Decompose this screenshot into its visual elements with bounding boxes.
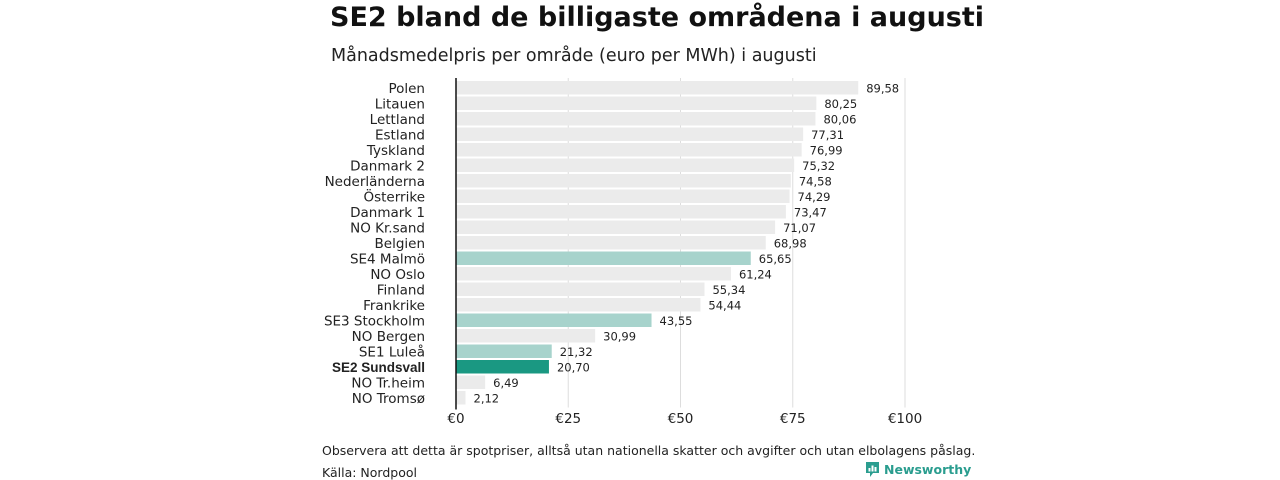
value-label: 76,99: [810, 143, 843, 157]
bar: [456, 96, 817, 110]
source-label: Källa: Nordpool: [322, 465, 417, 480]
x-tick-label: €100: [888, 411, 922, 427]
chart-subtitle: Månadsmedelpris per område (euro per MWh…: [331, 46, 817, 66]
bar: [456, 220, 776, 234]
bar: [456, 158, 795, 172]
bar: [456, 360, 549, 374]
bar: [456, 329, 596, 343]
category-label: Danmark 2: [350, 158, 425, 174]
brand-logo: Newsworthy: [866, 462, 971, 477]
category-label: SE2 Sundsvall: [332, 360, 425, 375]
bar: [456, 81, 859, 95]
category-label: NO Bergen: [352, 329, 425, 345]
bar: [456, 375, 486, 389]
bar: [456, 298, 701, 312]
category-labels: PolenLitauenLettlandEstlandTysklandDanma…: [324, 81, 425, 407]
bar: [456, 236, 766, 250]
category-label: Nederländerna: [325, 174, 425, 190]
x-tick-label: €75: [780, 411, 806, 427]
value-label: 54,44: [708, 298, 741, 312]
bar: [456, 391, 466, 405]
x-tick-label: €0: [447, 411, 464, 427]
category-label: NO Oslo: [370, 267, 425, 283]
category-label: Tyskland: [366, 143, 425, 159]
category-label: Danmark 1: [350, 205, 425, 221]
bar: [456, 251, 751, 265]
value-label: 68,98: [774, 236, 807, 250]
category-label: Frankrike: [363, 298, 425, 314]
value-label: 74,29: [798, 190, 831, 204]
bar: [456, 174, 791, 188]
category-label: SE1 Luleå: [359, 343, 425, 360]
category-label: SE4 Malmö: [350, 251, 425, 267]
value-label: 43,55: [660, 314, 693, 328]
value-label: 80,06: [823, 112, 856, 126]
value-label: 2,12: [474, 391, 500, 405]
category-label: Litauen: [375, 96, 425, 112]
value-label: 30,99: [603, 329, 636, 343]
category-label: Finland: [377, 282, 425, 298]
value-label: 61,24: [739, 267, 772, 281]
category-label: Lettland: [370, 112, 425, 128]
category-label: SE3 Stockholm: [324, 313, 425, 329]
value-label: 55,34: [712, 283, 745, 297]
value-label: 20,70: [557, 360, 590, 374]
bar: [456, 112, 816, 126]
bar: [456, 205, 786, 219]
category-label: Estland: [375, 127, 425, 143]
chart-title: SE2 bland de billigaste områdena i augus…: [330, 2, 985, 33]
brand-name: Newsworthy: [884, 462, 972, 477]
bar: [456, 313, 652, 327]
x-tick-label: €50: [668, 411, 694, 427]
value-label: 6,49: [493, 376, 519, 390]
value-label: 65,65: [759, 252, 792, 266]
category-label: Polen: [388, 81, 425, 97]
x-tick-label: €25: [555, 411, 581, 427]
value-label: 80,25: [824, 97, 857, 111]
bar-chart: PolenLitauenLettlandEstlandTysklandDanma…: [324, 78, 922, 427]
bar: [456, 344, 552, 358]
value-label: 77,31: [811, 128, 844, 142]
value-label: 74,58: [799, 174, 832, 188]
value-label: 73,47: [794, 205, 827, 219]
bar: [456, 267, 731, 281]
bar-chart-logo-icon: [866, 462, 879, 477]
bar: [456, 127, 804, 141]
value-label: 21,32: [560, 345, 593, 359]
bar: [456, 189, 790, 203]
category-label: NO Tr.heim: [351, 375, 425, 391]
x-axis-ticks: €0 €25 €50 €75 €100: [447, 411, 922, 427]
category-label: Österrike: [363, 187, 425, 205]
bars: [456, 81, 859, 405]
bar: [456, 282, 705, 296]
bar: [456, 143, 802, 157]
value-label: 89,58: [866, 81, 899, 95]
category-label: Belgien: [375, 236, 426, 252]
category-label: NO Kr.sand: [350, 220, 425, 236]
value-label: 75,32: [802, 159, 835, 173]
category-label: NO Tromsø: [352, 391, 425, 407]
footnote: Observera att detta är spotpriser, allts…: [322, 443, 976, 458]
value-label: 71,07: [783, 221, 816, 235]
